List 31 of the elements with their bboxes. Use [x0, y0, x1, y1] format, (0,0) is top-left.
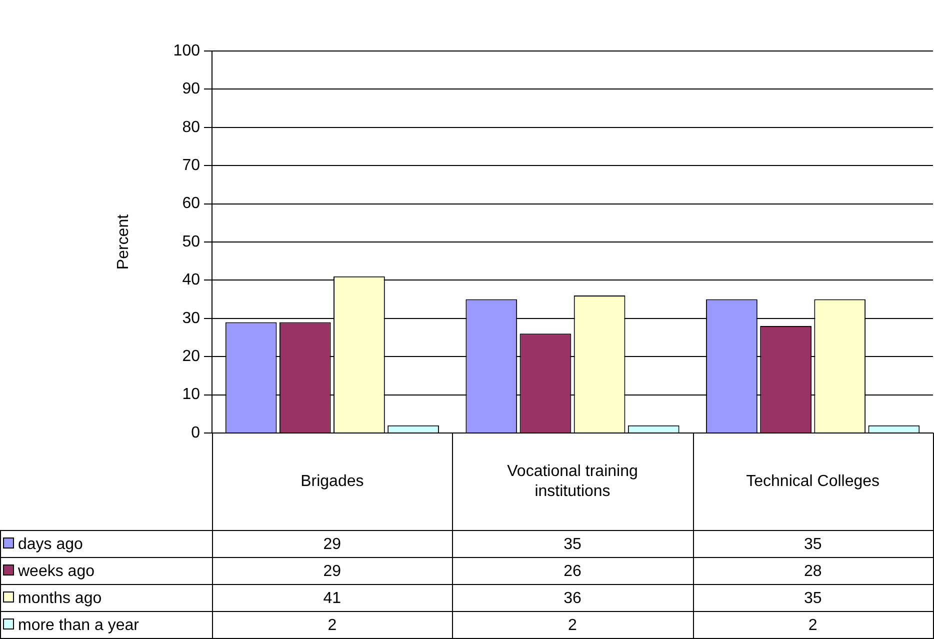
y-tick-label: 30 [182, 310, 200, 327]
y-tick-label: 0 [191, 424, 200, 442]
data-label: 28 [804, 562, 822, 580]
y-tick-label: 80 [182, 118, 200, 136]
y-tick-label: 90 [182, 80, 200, 98]
x-tick-label: Vocational training institutions [507, 462, 638, 500]
y-tick-label: 40 [182, 272, 200, 289]
y-tick-label: 100 [173, 42, 200, 60]
y-axis-title: Percent [115, 214, 132, 270]
y-tick-label: 50 [182, 233, 200, 250]
data-label: 2 [808, 616, 818, 634]
data-label: 35 [564, 536, 582, 553]
data-label: 29 [323, 562, 342, 580]
y-tick-label: 10 [182, 386, 200, 404]
y-tick-label: 60 [182, 195, 200, 212]
x-tick-label: Technical Colleges [746, 472, 880, 490]
data-label: 35 [804, 536, 822, 553]
legend-label: months ago [18, 590, 102, 607]
data-label: 29 [323, 536, 342, 553]
data-label: 41 [323, 590, 342, 607]
legend-label: more than a year [18, 616, 140, 634]
x-tick-label: Brigades [300, 472, 364, 490]
data-label: 36 [564, 590, 582, 607]
legend-label: days ago [18, 536, 84, 553]
data-label: 2 [328, 616, 337, 634]
data-label: 35 [804, 590, 822, 607]
y-tick-label: 70 [182, 157, 200, 174]
data-label: 26 [564, 562, 582, 580]
data-label: 2 [568, 616, 578, 634]
y-tick-label: 20 [182, 348, 200, 366]
legend-label: weeks ago [17, 562, 95, 580]
